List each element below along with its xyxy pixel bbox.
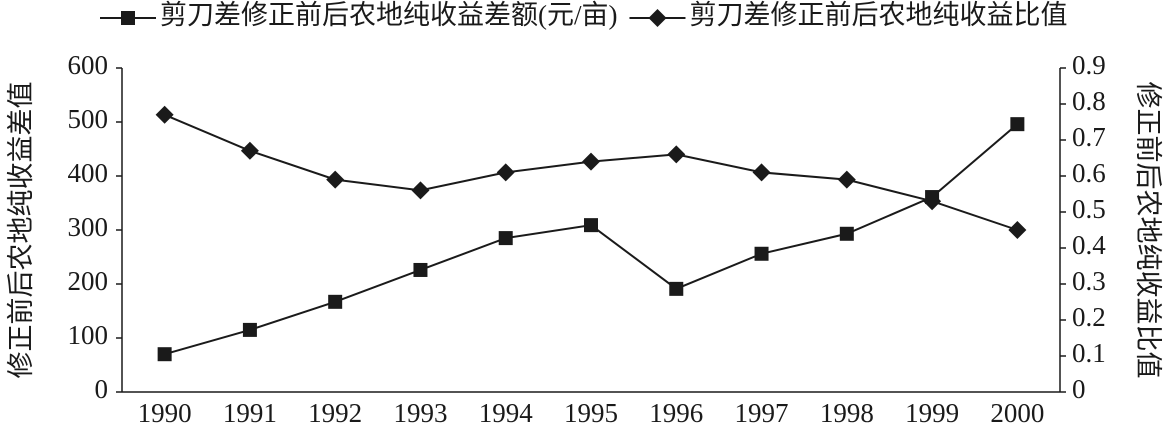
y2-tick-label: 0.5 — [1072, 194, 1106, 224]
y-tick-label: 0 — [95, 374, 109, 404]
x-tick-label: 1991 — [223, 398, 277, 428]
point — [240, 141, 259, 160]
y-tick-label: 200 — [68, 266, 109, 296]
point — [754, 246, 769, 261]
x-tick-label: 1994 — [479, 398, 534, 428]
point — [648, 9, 667, 27]
y2-tick-label: 0.6 — [1072, 158, 1106, 188]
y2-tick-label: 0.8 — [1072, 86, 1106, 116]
y2-axis-label: 修正前后农地纯收益比值 — [1133, 82, 1163, 379]
point — [498, 231, 513, 246]
y2-tick-label: 0.3 — [1072, 266, 1106, 296]
point — [326, 170, 345, 189]
point — [413, 262, 428, 277]
y-tick-label: 100 — [68, 320, 109, 350]
point — [1008, 221, 1027, 239]
point — [923, 192, 942, 211]
point — [155, 105, 174, 124]
y-axis-label: 修正前后农地纯收益差值 — [6, 82, 36, 379]
y-tick-label: 600 — [68, 50, 109, 80]
y2-tick-label: 0 — [1072, 374, 1086, 404]
x-tick-label: 1996 — [649, 398, 703, 428]
point — [157, 347, 172, 362]
x-tick-label: 1990 — [138, 398, 192, 428]
legend-label: 剪刀差修正前后农地纯收益比值 — [689, 0, 1067, 30]
legend-label: 剪刀差修正前后农地纯收益差额(元/亩) — [160, 0, 617, 30]
y2-tick-label: 0.9 — [1072, 50, 1106, 80]
point — [496, 163, 515, 182]
y-tick-label: 300 — [68, 212, 109, 242]
point — [242, 322, 257, 337]
x-tick-label: 1997 — [735, 398, 789, 428]
x-tick-label: 1992 — [308, 398, 362, 428]
point — [121, 11, 135, 25]
y2-tick-label: 0.4 — [1072, 230, 1106, 260]
point — [669, 281, 684, 296]
x-tick-label: 1999 — [905, 398, 959, 428]
point — [837, 170, 856, 189]
point — [667, 145, 686, 164]
x-tick-label: 1995 — [564, 398, 618, 428]
point — [1010, 117, 1025, 132]
y-tick-label: 500 — [68, 104, 109, 134]
line — [164, 113, 1018, 231]
point — [582, 152, 600, 171]
point — [839, 226, 854, 241]
y-tick-label: 400 — [68, 158, 109, 188]
y2-tick-label: 0.7 — [1072, 122, 1106, 152]
point — [752, 163, 771, 182]
point — [411, 181, 430, 200]
point — [584, 218, 598, 233]
x-tick-label: 1998 — [820, 398, 874, 428]
point — [328, 294, 343, 309]
y2-tick-label: 0.1 — [1072, 338, 1106, 368]
x-tick-label: 2000 — [990, 398, 1044, 428]
x-tick-label: 1993 — [393, 398, 447, 428]
y2-tick-label: 0.2 — [1072, 302, 1106, 332]
